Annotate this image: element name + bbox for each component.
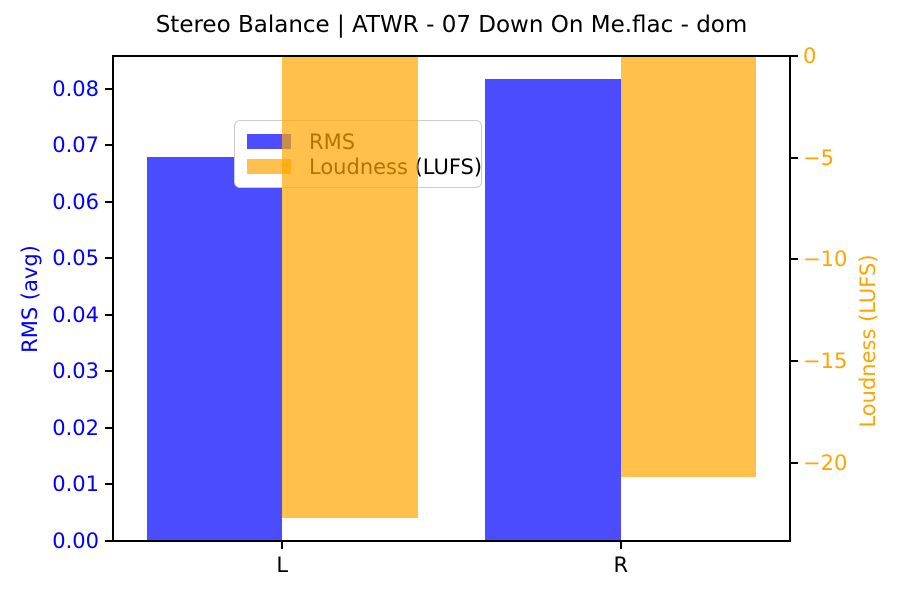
y-tick-label-right: −10 <box>803 247 848 272</box>
y-tick-label-left: 0.00 <box>52 529 99 553</box>
tick-mark <box>790 258 798 261</box>
plot-area: RMS Loudness (LUFS) <box>113 56 790 541</box>
bar-rms-l <box>146 157 283 541</box>
bar-rms-r <box>485 79 621 541</box>
y-tick-label-left: 0.01 <box>52 472 99 497</box>
x-tick-label: L <box>276 553 289 577</box>
bar-loudness-r <box>620 56 757 478</box>
chart-title: Stereo Balance | ATWR - 07 Down On Me.fl… <box>155 12 748 38</box>
y-tick-label-left: 0.08 <box>52 76 99 101</box>
tick-mark <box>281 541 284 549</box>
tick-mark <box>105 426 113 429</box>
tick-mark <box>790 156 798 159</box>
bar-loudness-l <box>282 56 418 518</box>
y-tick-label-right: −5 <box>803 145 834 170</box>
tick-mark <box>105 370 113 373</box>
tick-mark <box>105 200 113 203</box>
y-tick-label-left: 0.06 <box>52 189 99 214</box>
y-tick-label-left: 0.03 <box>52 359 99 384</box>
y-tick-label-left: 0.04 <box>52 302 99 327</box>
tick-mark <box>105 257 113 260</box>
tick-mark <box>790 461 798 464</box>
tick-mark <box>790 360 798 363</box>
tick-mark <box>105 144 113 147</box>
tick-mark <box>619 541 622 549</box>
y-tick-label-right: −20 <box>803 450 848 475</box>
y-tick-label-left: 0.05 <box>52 246 99 271</box>
y-tick-label-left: 0.07 <box>52 133 99 158</box>
x-tick-label: R <box>613 553 629 577</box>
tick-mark <box>105 540 113 542</box>
right-axis-label: Loudness (LUFS) <box>856 253 880 428</box>
y-tick-label-left: 0.02 <box>52 415 99 440</box>
y-tick-label-right: −15 <box>803 349 848 374</box>
tick-mark <box>105 87 113 90</box>
tick-mark <box>105 483 113 486</box>
loudness-swatch-icon <box>247 159 291 174</box>
y-tick-label-right: 0 <box>803 44 817 68</box>
rms-swatch-icon <box>247 134 291 149</box>
tick-mark <box>105 313 113 316</box>
tick-mark <box>790 55 798 57</box>
